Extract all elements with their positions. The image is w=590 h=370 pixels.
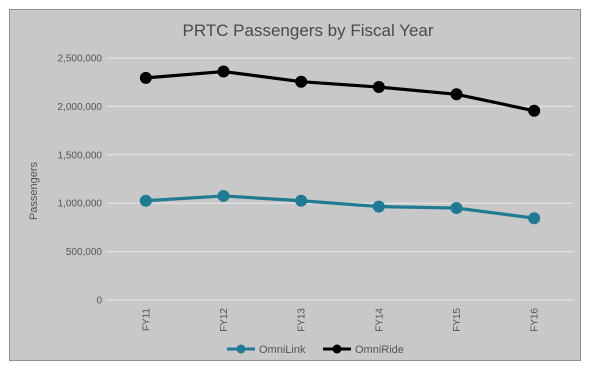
- x-tick-label: FY14: [374, 308, 385, 332]
- data-point-omniride: [450, 88, 463, 101]
- series-line-omniride: [144, 69, 536, 113]
- data-point-omnilink: [528, 212, 541, 225]
- x-tick-label: FY13: [297, 308, 308, 332]
- y-tick-label: 1,000,000: [58, 199, 103, 210]
- y-tick-label: 2,000,000: [58, 102, 103, 113]
- data-point-omniride: [528, 104, 541, 117]
- gridlines: [107, 57, 573, 301]
- y-axis-label: Passengers: [28, 161, 40, 220]
- x-axis-ticks: FY11 FY12 FY13 FY14 FY15 FY16: [141, 308, 540, 332]
- data-point-omniride: [295, 75, 308, 88]
- x-tick-label: FY12: [219, 308, 230, 332]
- legend: OmniLink OmniRide: [227, 344, 404, 356]
- series-line-omnilink: [144, 194, 536, 220]
- line-chart: PRTC Passengers by Fiscal Year Passenger…: [28, 21, 573, 356]
- chart-title: PRTC Passengers by Fiscal Year: [182, 21, 433, 40]
- legend-label: OmniLink: [259, 344, 306, 356]
- legend-label: OmniRide: [355, 344, 404, 356]
- x-tick-label: FY15: [452, 308, 463, 332]
- data-point-omnilink: [450, 202, 463, 215]
- legend-item-omnilink: OmniLink: [227, 344, 306, 356]
- series-lines: [139, 65, 541, 225]
- legend-item-omniride: OmniRide: [323, 344, 404, 356]
- y-tick-label: 500,000: [66, 247, 103, 258]
- legend-swatch-marker: [332, 344, 342, 354]
- series-omnilink: [139, 189, 541, 225]
- data-point-omnilink: [139, 194, 152, 207]
- y-axis-ticks: 0 500,000 1,000,000 1,500,000 2,000,000 2,500…: [58, 54, 103, 307]
- data-point-omniride: [372, 81, 385, 94]
- data-point-omnilink: [295, 194, 308, 207]
- data-point-omniride: [139, 71, 152, 84]
- data-point-omnilink: [217, 189, 230, 202]
- y-tick-label: 0: [96, 296, 102, 307]
- series-omniride: [139, 65, 541, 117]
- data-point-omniride: [217, 65, 230, 78]
- y-tick-label: 2,500,000: [58, 54, 103, 65]
- data-point-omnilink: [372, 200, 385, 213]
- y-tick-label: 1,500,000: [58, 150, 103, 161]
- legend-swatch-marker: [236, 344, 246, 354]
- chart-frame: PRTC Passengers by Fiscal Year Passenger…: [9, 9, 581, 361]
- x-tick-label: FY16: [530, 308, 541, 332]
- x-tick-label: FY11: [141, 308, 152, 332]
